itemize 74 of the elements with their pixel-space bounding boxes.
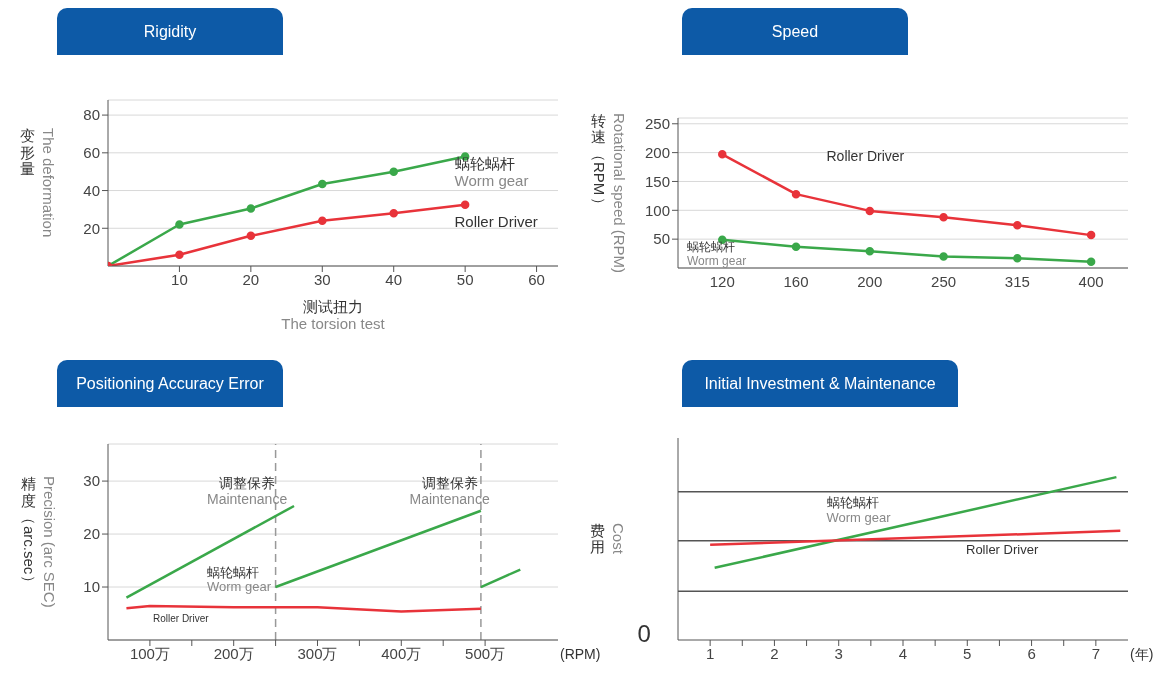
point (318, 216, 327, 225)
x-tick-label: 200 (857, 272, 883, 290)
point (318, 179, 327, 189)
text: Roller Driver (826, 148, 905, 165)
series-label: Roller Driver (153, 612, 209, 625)
y-tick-label: 150 (644, 172, 670, 190)
point (865, 206, 875, 216)
text: 0 (637, 619, 651, 648)
y-tick-label: 20 (83, 219, 100, 237)
x-tick-label: 40 (385, 270, 403, 288)
x-tick-label: 50 (456, 270, 474, 288)
series-label: Roller Driver (966, 542, 1039, 558)
chart-title: Rigidity (57, 8, 283, 55)
x-tick-label: 30 (313, 270, 331, 288)
point (865, 247, 875, 256)
y-tick-label: 10 (83, 578, 100, 596)
point (939, 212, 948, 222)
x-tick-label: 315 (1004, 272, 1030, 290)
point (175, 220, 184, 229)
x-tick-label: 500万 (465, 644, 506, 662)
series-label: 蜗轮蜗杆 Worm gear (687, 240, 747, 269)
x-tick-label: 3 (834, 644, 843, 662)
x-axis-title: (年) (1130, 646, 1154, 663)
point (246, 231, 256, 241)
x-tick-label: 2 (770, 644, 779, 662)
y-tick-label: 200 (644, 143, 670, 161)
x-tick-label: 100万 (129, 644, 170, 662)
point (939, 252, 948, 261)
y-tick-label: 60 (83, 144, 100, 162)
x-axis-title: 测试扭力 The torsion test (281, 298, 385, 333)
x-tick-label: 400 (1078, 272, 1104, 290)
x-tick-label: 120 (709, 272, 735, 290)
series-label: 蜗轮蜗杆 Worm gear (454, 154, 529, 190)
y-tick-label: 50 (653, 230, 670, 248)
point (718, 150, 727, 159)
point (1013, 253, 1022, 263)
x-tick-label: 5 (963, 644, 972, 662)
point (1086, 230, 1096, 240)
x-tick-label: 300万 (297, 644, 338, 662)
y-tick-label: 250 (644, 115, 670, 133)
point (389, 208, 398, 218)
point (175, 250, 184, 259)
x-axis-title: (RPM) (560, 646, 601, 663)
y-tick-label: 100 (644, 201, 670, 219)
point (1013, 221, 1022, 230)
x-tick-label: 20 (242, 270, 260, 288)
x-tick-label: 160 (783, 272, 809, 290)
annotation: 调整保养 Maintenance (409, 475, 490, 508)
point (791, 189, 801, 199)
annotation: 调整保养 Maintenance (207, 475, 288, 508)
y-tick-label: 40 (83, 181, 100, 199)
x-tick-label: 200万 (213, 644, 254, 662)
point (389, 167, 398, 176)
x-tick-label: 250 (931, 272, 957, 290)
chart-title: Speed (682, 8, 908, 55)
x-tick-label: 4 (898, 644, 908, 662)
point (1086, 257, 1096, 266)
series-label: 蜗轮蜗杆 Worm gear (826, 494, 891, 526)
x-tick-label: 400万 (381, 644, 422, 662)
point (460, 200, 470, 209)
x-tick-label: 7 (1091, 644, 1101, 662)
chart-title: Initial Investment & Maintenance (682, 360, 958, 407)
y-tick-label: 20 (83, 525, 100, 543)
y-tick-label: 80 (83, 106, 100, 124)
point (246, 204, 256, 213)
x-tick-label: 10 (171, 270, 188, 288)
chart-title: Positioning Accuracy Error (57, 360, 283, 407)
x-tick-label: 6 (1027, 644, 1036, 662)
series-label: 蜗轮蜗杆 Worm gear (207, 564, 272, 596)
y-tick-label: 30 (83, 472, 100, 490)
x-tick-label: 60 (528, 270, 545, 288)
series-label: Roller Driver (454, 212, 538, 231)
x-tick-label: 1 (705, 644, 715, 662)
point (791, 242, 801, 251)
